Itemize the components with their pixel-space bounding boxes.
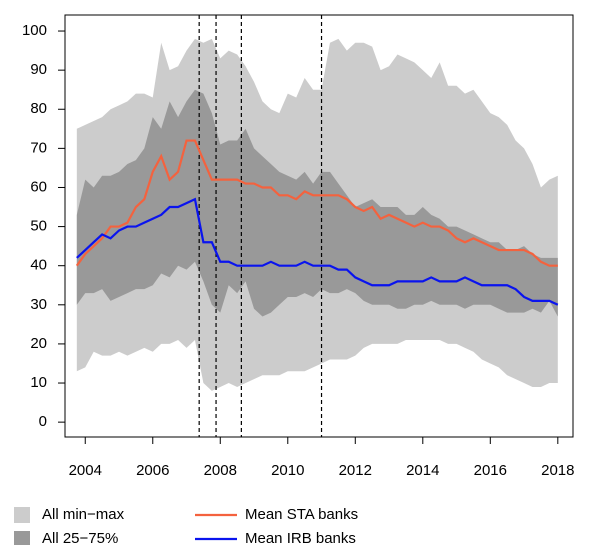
y-tick-label: 70 bbox=[30, 139, 47, 156]
x-tick-label: 2010 bbox=[271, 462, 304, 479]
y-tick-label: 20 bbox=[30, 335, 47, 352]
y-tick-label: 80 bbox=[30, 100, 47, 117]
legend-label: All min−max bbox=[42, 506, 125, 523]
series-line bbox=[75, 139, 558, 267]
series-line bbox=[76, 197, 559, 306]
x-tick-label: 2012 bbox=[339, 462, 372, 479]
y-tick-label: 60 bbox=[30, 178, 47, 195]
y-tick-label: 100 bbox=[22, 22, 47, 39]
y-tick-label: 0 bbox=[39, 413, 47, 430]
legend-label: Mean STA banks bbox=[245, 506, 358, 523]
legend-label: All 25−75% bbox=[42, 530, 118, 545]
x-tick-label: 2016 bbox=[474, 462, 507, 479]
y-tick-label: 10 bbox=[30, 374, 47, 391]
x-tick-label: 2006 bbox=[136, 462, 169, 479]
x-tick-label: 2008 bbox=[204, 462, 237, 479]
y-tick-label: 50 bbox=[30, 218, 47, 235]
y-tick-label: 30 bbox=[30, 296, 47, 313]
plot-frame bbox=[64, 14, 574, 438]
y-tick-label: 90 bbox=[30, 61, 47, 78]
y-tick-label: 40 bbox=[30, 257, 47, 274]
x-tick-label: 2014 bbox=[406, 462, 439, 479]
legend-swatch bbox=[14, 507, 30, 523]
legend-label: Mean IRB banks bbox=[245, 530, 356, 545]
x-tick-label: 2018 bbox=[541, 462, 574, 479]
x-tick-label: 2004 bbox=[69, 462, 102, 479]
legend-swatch bbox=[14, 531, 30, 545]
